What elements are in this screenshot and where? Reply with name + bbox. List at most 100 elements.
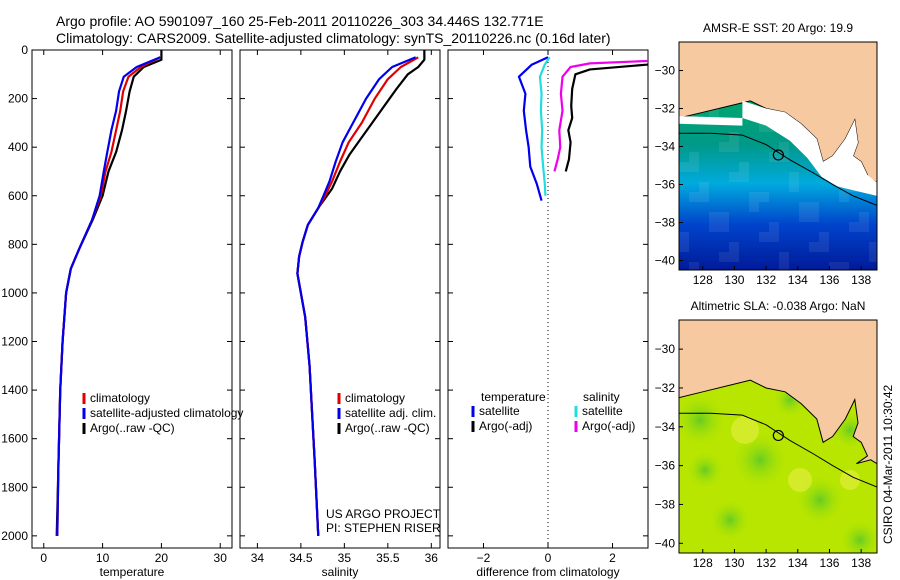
sst-cell <box>809 202 819 212</box>
sst-cell <box>799 202 809 212</box>
x-tick-label: 30 <box>214 551 228 565</box>
legend-header-temperature: temperature <box>481 390 546 404</box>
sst-cell <box>719 252 729 262</box>
x-tick-label: 0 <box>40 551 47 565</box>
sla-map-panel: Altimetric SLA: -0.038 Argo: NaN −30 −32 −3… <box>655 299 878 570</box>
sla-anomaly-blob <box>685 450 725 490</box>
sst-cell <box>759 232 769 242</box>
y-tick-label: 1000 <box>1 286 28 300</box>
series-line <box>296 56 417 536</box>
sst-cell <box>689 162 699 172</box>
salinity-profile-series <box>296 50 426 536</box>
argo-location-marker <box>772 429 784 442</box>
difference-legend: temperature salinitysatelliteArgo(-adj)sa… <box>471 390 635 433</box>
sst-cell <box>679 242 689 252</box>
y-tick-label: −30 <box>655 64 676 78</box>
y-tick-label: 400 <box>8 140 28 154</box>
sst-cell <box>759 192 769 202</box>
sst-cell <box>799 212 809 222</box>
y-tick-label: −38 <box>655 497 676 511</box>
x-tick-label: 2 <box>609 551 616 565</box>
coastal-mask <box>679 116 743 126</box>
temperature-profile-series <box>55 50 163 536</box>
sst-cell <box>849 222 859 232</box>
sla-anomaly-blob <box>679 392 728 448</box>
difference-profile-series <box>517 56 649 201</box>
y-tick-label: 0 <box>21 43 28 57</box>
legend-label: satellite <box>479 404 520 418</box>
x-tick-label: 20 <box>155 551 169 565</box>
sst-cell <box>749 202 759 212</box>
x-tick-label: 36 <box>425 551 439 565</box>
sla-map-frame <box>678 319 878 554</box>
legend-label: Argo(-adj) <box>479 419 532 433</box>
series-line <box>564 63 649 172</box>
x-tick-label: 132 <box>756 273 776 287</box>
x-tick-label: 128 <box>693 273 713 287</box>
sst-cell <box>719 212 729 222</box>
legend-label: satellite <box>582 404 623 418</box>
sst-cell <box>829 262 839 270</box>
sst-cell <box>869 252 877 262</box>
coastal-mask <box>742 100 877 196</box>
sla-anomaly-blob <box>731 416 759 444</box>
sst-cell <box>839 192 849 202</box>
y-tick-label: 2000 <box>1 529 28 543</box>
x-tick-label: 138 <box>851 556 871 570</box>
sst-map-panel: AMSR-E SST: 20 Argo: 19.9 −30 −32 −34 −36 −38… <box>655 21 878 287</box>
sla-anomaly-blob <box>838 518 877 553</box>
series-line <box>517 56 549 201</box>
sst-cell <box>729 252 739 262</box>
y-tick-label: 1200 <box>1 335 28 349</box>
x-tick-label: 34 <box>251 551 265 565</box>
salinity-profile-panel: 34 34.5 35 35.5 36 salinity <box>239 49 441 579</box>
sst-cell <box>779 142 789 152</box>
shelf-contour <box>679 132 877 206</box>
x-axis-label: salinity <box>322 565 359 579</box>
y-tick-label: 800 <box>8 237 28 251</box>
sla-map-field <box>679 320 877 553</box>
y-tick-label: −34 <box>655 140 676 154</box>
sst-cell <box>719 142 729 152</box>
y-tick-label: −34 <box>655 420 676 434</box>
header-line-2: Climatology: CARS2009. Satellite-adjuste… <box>56 30 611 46</box>
sst-cell <box>839 262 849 270</box>
sst-cell <box>709 222 719 232</box>
series-line <box>56 56 161 536</box>
x-tick-label: 130 <box>724 556 744 570</box>
sst-cell <box>679 272 689 282</box>
x-tick-label: 35.5 <box>376 551 400 565</box>
sla-anomaly-blob <box>788 468 812 492</box>
x-tick-label: 130 <box>724 273 744 287</box>
x-tick-label: −2 <box>477 551 491 565</box>
series-line <box>55 50 163 536</box>
sla-anomaly-blob <box>708 498 752 542</box>
x-tick-label: 138 <box>851 273 871 287</box>
series-line <box>56 56 161 536</box>
sst-cell <box>779 252 789 262</box>
sst-cell <box>789 172 799 182</box>
sst-cell <box>809 212 819 222</box>
legend-label: satellite adj. clim. <box>345 406 436 420</box>
legend-label: climatology <box>90 391 150 405</box>
sst-cell <box>739 162 749 172</box>
x-tick-label: 35 <box>338 551 352 565</box>
sst-cell <box>779 262 789 270</box>
x-tick-label: 136 <box>819 556 839 570</box>
sst-cell <box>779 152 789 162</box>
sst-cell <box>689 192 699 202</box>
x-tick-label: 128 <box>693 556 713 570</box>
y-tick-label: −38 <box>655 216 676 230</box>
sla-anomaly-blob <box>730 430 790 490</box>
y-tick-label: 200 <box>8 92 28 106</box>
legend-label: Argo(..raw -QC) <box>90 421 175 435</box>
argo-location-marker <box>772 149 784 161</box>
y-tick-label: 1400 <box>1 383 28 397</box>
sst-cell <box>819 242 829 252</box>
y-tick-label: 600 <box>8 189 28 203</box>
sst-cell <box>869 242 877 252</box>
sst-cell <box>679 232 689 242</box>
sst-cell <box>699 182 709 192</box>
